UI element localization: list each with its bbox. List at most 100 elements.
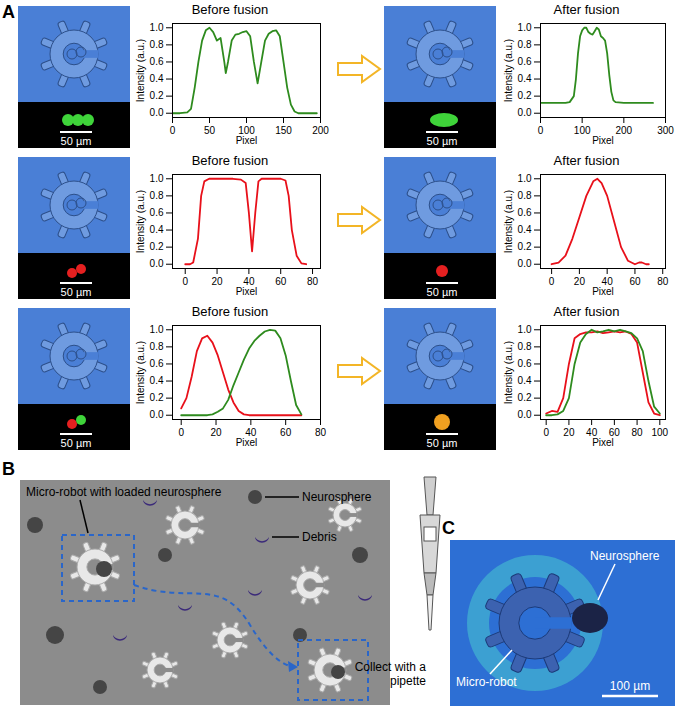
svg-text:300: 300 (657, 125, 674, 136)
svg-text:0.2: 0.2 (518, 392, 532, 403)
svg-text:50 µm: 50 µm (61, 286, 92, 298)
svg-text:0.2: 0.2 (150, 241, 164, 252)
svg-text:0: 0 (549, 276, 555, 287)
svg-text:50 µm: 50 µm (61, 437, 92, 449)
svg-text:80: 80 (657, 276, 669, 287)
svg-text:0.6: 0.6 (150, 207, 164, 218)
svg-text:50 µm: 50 µm (427, 437, 458, 449)
svg-text:0.2: 0.2 (150, 90, 164, 101)
svg-text:0.2: 0.2 (518, 90, 532, 101)
svg-text:0.8: 0.8 (150, 39, 164, 50)
svg-text:Pixel: Pixel (236, 135, 258, 146)
svg-text:60: 60 (275, 276, 287, 287)
svg-text:100: 100 (574, 125, 591, 136)
svg-text:Intensity (a.u.): Intensity (a.u.) (503, 341, 514, 404)
html-text:After fusion: After fusion (553, 153, 620, 168)
svg-text:80: 80 (307, 276, 319, 287)
svg-text:Pixel: Pixel (592, 286, 614, 297)
svg-text:80: 80 (315, 427, 327, 438)
svg-text:40: 40 (601, 275, 613, 287)
svg-text:0.8: 0.8 (518, 341, 532, 352)
svg-text:0.2: 0.2 (150, 392, 164, 403)
svg-text:Neurosphere: Neurosphere (302, 490, 372, 504)
svg-text:40: 40 (586, 426, 598, 438)
svg-text:1.0: 1.0 (150, 173, 164, 184)
svg-text:100 µm: 100 µm (610, 679, 650, 693)
svg-text:60: 60 (608, 426, 620, 438)
svg-text:0.0: 0.0 (150, 258, 164, 269)
svg-text:0.0: 0.0 (518, 107, 532, 118)
svg-text:200: 200 (615, 125, 632, 136)
svg-text:20: 20 (574, 276, 586, 287)
svg-text:0.6: 0.6 (518, 56, 532, 67)
svg-text:1.0: 1.0 (518, 22, 532, 33)
svg-text:1.0: 1.0 (150, 22, 164, 33)
html-text:After fusion: After fusion (553, 2, 620, 17)
svg-text:20: 20 (211, 276, 223, 287)
svg-text:50: 50 (204, 125, 216, 136)
html-text:Before fusion: Before fusion (191, 153, 269, 168)
svg-text:0.6: 0.6 (518, 358, 532, 369)
svg-text:40: 40 (245, 426, 257, 438)
svg-text:Pixel: Pixel (592, 437, 614, 448)
html-text:Before fusion: Before fusion (191, 304, 269, 319)
svg-text:0.4: 0.4 (150, 375, 164, 386)
svg-text:0: 0 (182, 276, 188, 287)
svg-text:50 µm: 50 µm (427, 286, 458, 298)
svg-text:0: 0 (543, 427, 549, 438)
svg-text:0.8: 0.8 (518, 39, 532, 50)
svg-text:Intensity (a.u.): Intensity (a.u.) (135, 190, 146, 253)
svg-text:0.2: 0.2 (518, 241, 532, 252)
svg-text:20: 20 (563, 427, 575, 438)
svg-text:50 µm: 50 µm (427, 135, 458, 147)
svg-text:0: 0 (170, 125, 176, 136)
svg-text:1.0: 1.0 (150, 324, 164, 335)
svg-text:0.4: 0.4 (518, 73, 532, 84)
svg-text:0.4: 0.4 (518, 224, 532, 235)
html-text:Collect with a pipette: Collect with a pipette (354, 660, 426, 688)
svg-text:Intensity (a.u.): Intensity (a.u.) (503, 39, 514, 102)
svg-text:100: 100 (651, 427, 668, 438)
svg-text:0.4: 0.4 (150, 73, 164, 84)
svg-text:0.4: 0.4 (518, 375, 532, 386)
svg-text:0.0: 0.0 (150, 107, 164, 118)
svg-text:Debris: Debris (302, 530, 337, 544)
svg-text:40: 40 (243, 275, 255, 287)
svg-text:Pixel: Pixel (592, 135, 614, 146)
svg-text:0.6: 0.6 (150, 358, 164, 369)
svg-text:150: 150 (275, 125, 292, 136)
svg-text:0.0: 0.0 (518, 258, 532, 269)
svg-text:0.0: 0.0 (518, 409, 532, 420)
svg-text:0: 0 (538, 125, 544, 136)
svg-text:0.4: 0.4 (150, 224, 164, 235)
svg-text:Intensity (a.u.): Intensity (a.u.) (135, 341, 146, 404)
svg-text:200: 200 (312, 125, 329, 136)
svg-text:0.6: 0.6 (150, 56, 164, 67)
svg-text:Intensity (a.u.): Intensity (a.u.) (135, 39, 146, 102)
svg-text:Micro-robot with loaded neuros: Micro-robot with loaded neurosphere (26, 485, 222, 499)
svg-text:Neurosphere: Neurosphere (590, 549, 660, 563)
svg-text:1.0: 1.0 (518, 324, 532, 335)
svg-text:80: 80 (632, 427, 644, 438)
svg-text:100: 100 (238, 124, 255, 136)
svg-text:60: 60 (629, 276, 641, 287)
svg-text:Pixel: Pixel (236, 437, 258, 448)
svg-text:0.8: 0.8 (150, 190, 164, 201)
svg-text:A: A (2, 2, 15, 22)
svg-text:0.8: 0.8 (150, 341, 164, 352)
svg-text:Micro-robot: Micro-robot (456, 675, 517, 689)
svg-text:C: C (442, 518, 455, 538)
svg-text:60: 60 (280, 427, 292, 438)
svg-text:Pixel: Pixel (236, 286, 258, 297)
svg-text:0: 0 (178, 427, 184, 438)
html-text:Before fusion: Before fusion (191, 2, 269, 17)
svg-text:50 µm: 50 µm (61, 135, 92, 147)
svg-text:0.0: 0.0 (150, 409, 164, 420)
svg-text:B: B (2, 459, 15, 479)
svg-text:Intensity (a.u.): Intensity (a.u.) (503, 190, 514, 253)
html-text:After fusion: After fusion (553, 304, 620, 319)
svg-text:0.6: 0.6 (518, 207, 532, 218)
svg-text:0.8: 0.8 (518, 190, 532, 201)
svg-text:20: 20 (210, 427, 222, 438)
svg-text:1.0: 1.0 (518, 173, 532, 184)
